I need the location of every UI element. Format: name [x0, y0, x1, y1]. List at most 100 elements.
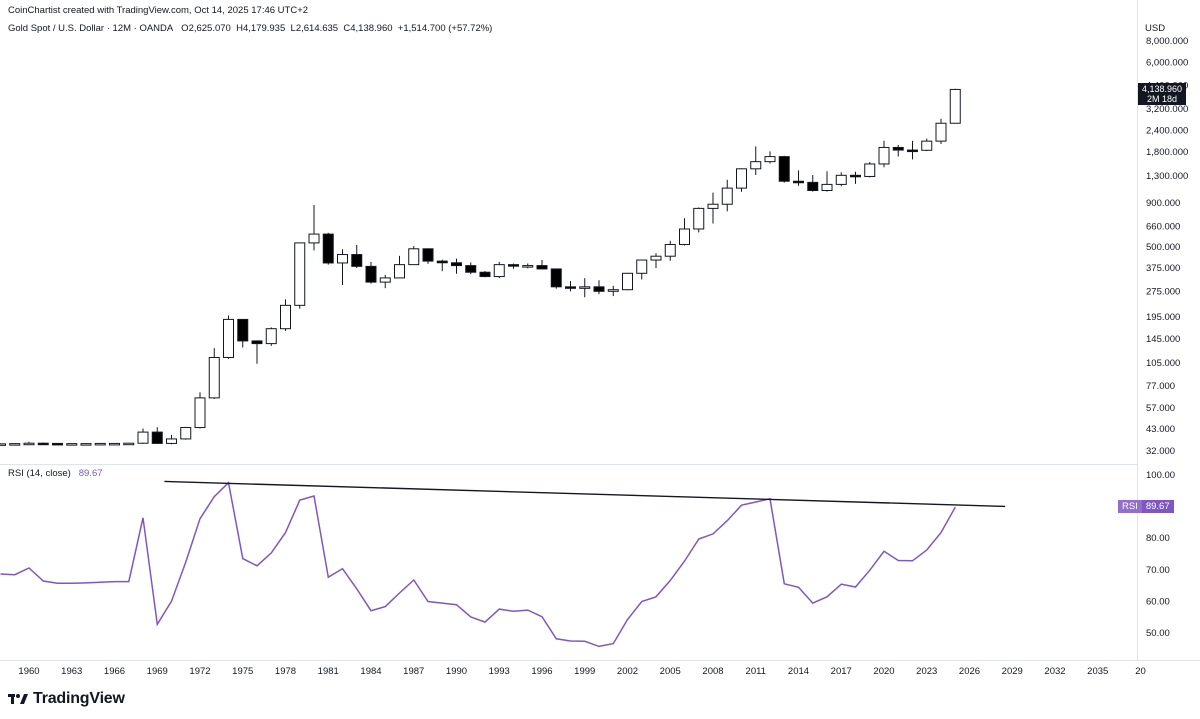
change-value: +1,514.700 (+57.72%) — [397, 23, 493, 34]
candle-body — [764, 156, 776, 163]
price-tick-label: 1,800.000 — [1146, 147, 1188, 158]
rsi-pane — [0, 480, 1006, 648]
candle — [137, 428, 149, 444]
candle-body — [151, 431, 163, 444]
time-tick-label: 2005 — [660, 666, 681, 677]
open-value: 2,625.070 — [188, 23, 231, 34]
time-tick-label: 2026 — [959, 666, 980, 677]
time-tick-label: 2017 — [831, 666, 852, 677]
candle — [892, 144, 904, 157]
candle — [237, 318, 249, 348]
candle-body — [337, 254, 348, 264]
candle — [550, 268, 562, 289]
candle — [66, 443, 78, 446]
candle — [878, 140, 890, 168]
chart-credit: CoinChartist created with TradingView.co… — [8, 5, 309, 16]
high-label: H — [236, 23, 243, 34]
candle-body — [322, 233, 334, 264]
candle-body — [864, 163, 876, 177]
candle-body — [194, 397, 206, 429]
candle — [109, 442, 120, 446]
candle — [864, 162, 876, 178]
candle — [223, 315, 234, 359]
open-label: O — [181, 23, 189, 34]
candle-body — [180, 427, 192, 440]
price-tick-label: 1,300.000 — [1146, 171, 1188, 182]
candle — [522, 263, 534, 269]
candle — [508, 263, 519, 269]
rsi-tag-label: RSI — [1118, 500, 1142, 513]
candle-body — [878, 146, 890, 165]
candle-body — [280, 304, 291, 330]
candle — [821, 171, 833, 192]
candle-body — [137, 431, 149, 444]
candle — [422, 248, 434, 264]
candle — [622, 272, 633, 291]
candle — [907, 140, 918, 160]
last-price-value: 4,138.960 — [1141, 84, 1183, 94]
candle — [750, 146, 762, 175]
candle-body — [935, 122, 947, 142]
candle — [408, 246, 420, 266]
candle — [835, 172, 847, 187]
candle — [294, 242, 306, 309]
candle-body — [351, 254, 363, 267]
candle-body — [493, 264, 505, 278]
time-tick-label: 2011 — [746, 666, 766, 677]
candle-body — [52, 442, 63, 446]
low-value: 2,614.635 — [295, 23, 339, 34]
candle-body — [607, 289, 619, 292]
candle — [80, 443, 92, 446]
candle — [436, 259, 448, 272]
time-tick-label: 1990 — [446, 666, 467, 677]
ohlc-legend: Gold Spot / U.S. Dollar · 12M · OANDA O2… — [8, 23, 492, 34]
candle-body — [408, 248, 420, 266]
time-tick-label: 1975 — [232, 666, 253, 677]
time-tick-label: 2029 — [1002, 666, 1023, 677]
candle — [308, 204, 320, 251]
candle-body — [109, 442, 120, 446]
candle-body — [707, 203, 719, 209]
tradingview-logo[interactable]: TradingView — [8, 690, 125, 708]
candle — [280, 299, 291, 331]
candle-body — [721, 187, 733, 205]
candle — [664, 240, 676, 261]
candle-body — [436, 260, 448, 264]
price-tick-label: 660.000 — [1146, 221, 1180, 232]
time-tick-label: 1996 — [531, 666, 552, 677]
price-tick-label: 3,200.000 — [1146, 104, 1188, 115]
candle — [265, 327, 277, 346]
candle — [37, 442, 49, 446]
candle-body — [265, 328, 277, 345]
time-tick-label: 1960 — [18, 666, 39, 677]
currency-label[interactable]: USD — [1145, 23, 1166, 34]
candle — [721, 179, 733, 212]
candle — [536, 260, 548, 270]
candle — [636, 259, 648, 280]
rsi-value-tag: RSI 89.67 — [1118, 500, 1174, 513]
price-axis-border — [0, 0, 1200, 661]
price-tick-label: 32.000 — [1146, 446, 1175, 457]
rsi-line — [0, 481, 956, 648]
time-tick-label: 2035 — [1087, 666, 1108, 677]
candle — [807, 175, 819, 192]
candle-body — [949, 88, 961, 124]
close-value: 4,138.960 — [350, 23, 393, 34]
price-tick-label: 57.000 — [1146, 403, 1175, 414]
tradingview-logo-text: TradingView — [33, 690, 125, 707]
candle — [479, 270, 491, 278]
symbol-title[interactable]: Gold Spot / U.S. Dollar · 12M · OANDA — [8, 23, 174, 34]
rsi-legend[interactable]: RSI (14, close) 89.67 — [8, 468, 103, 479]
candle — [579, 278, 591, 298]
price-tick-label: 195.000 — [1146, 312, 1180, 323]
candle-body — [365, 265, 377, 283]
last-price-tag: 4,138.960 2M 18d — [1138, 83, 1186, 105]
candle — [850, 171, 861, 184]
candle — [921, 138, 933, 152]
candle — [251, 340, 263, 364]
time-tick-label: 2023 — [916, 666, 937, 677]
low-label: L — [290, 23, 296, 34]
candle-body — [664, 243, 676, 257]
candle-body — [693, 207, 705, 230]
